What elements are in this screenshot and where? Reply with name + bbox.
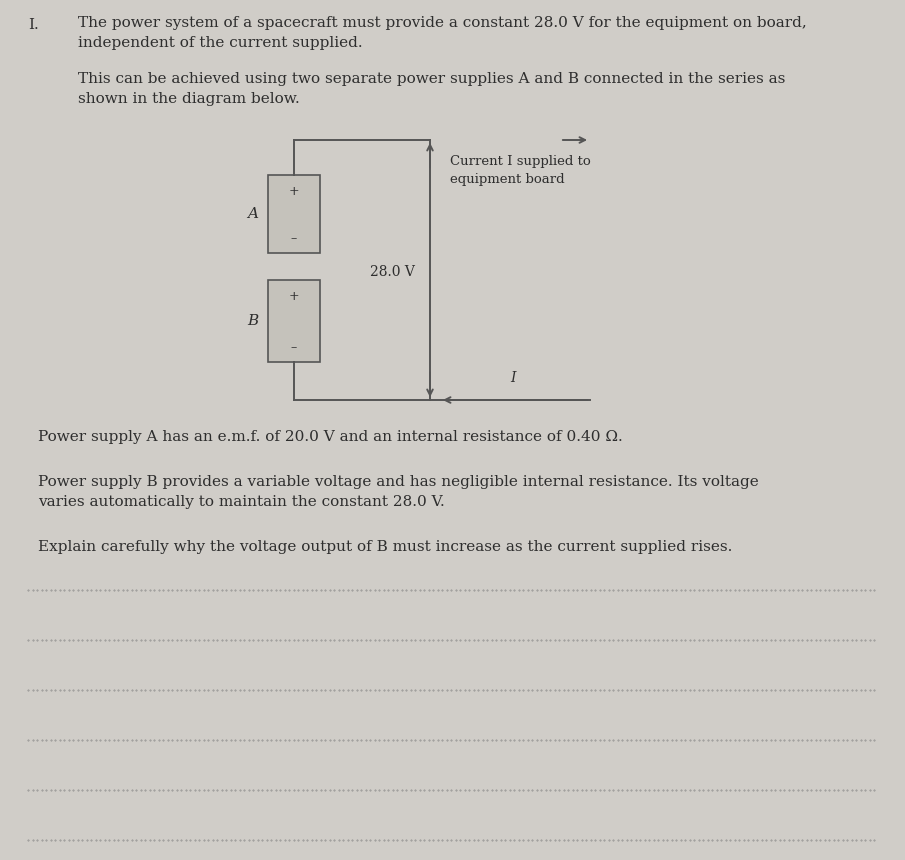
- Text: +: +: [289, 290, 300, 303]
- Text: I: I: [510, 371, 516, 385]
- Text: 28.0 V: 28.0 V: [370, 265, 414, 279]
- Text: This can be achieved using two separate power supplies A and B connected in the : This can be achieved using two separate …: [78, 72, 786, 86]
- Text: B: B: [247, 314, 258, 328]
- Bar: [268, 280, 320, 362]
- Text: +: +: [289, 185, 300, 198]
- Bar: [268, 175, 320, 253]
- Text: The power system of a spacecraft must provide a constant 28.0 V for the equipmen: The power system of a spacecraft must pr…: [78, 16, 806, 30]
- Text: –: –: [291, 232, 297, 245]
- Text: Power supply A has an e.m.f. of 20.0 V and an internal resistance of 0.40 Ω.: Power supply A has an e.m.f. of 20.0 V a…: [38, 430, 623, 444]
- Text: I.: I.: [28, 18, 39, 32]
- Text: Explain carefully why the voltage output of B must increase as the current suppl: Explain carefully why the voltage output…: [38, 540, 732, 554]
- Text: Power supply B provides a variable voltage and has negligible internal resistanc: Power supply B provides a variable volta…: [38, 475, 758, 489]
- Text: Current I supplied to
equipment board: Current I supplied to equipment board: [450, 155, 591, 186]
- Text: varies automatically to maintain the constant 28.0 V.: varies automatically to maintain the con…: [38, 495, 444, 509]
- Text: independent of the current supplied.: independent of the current supplied.: [78, 36, 363, 50]
- Text: shown in the diagram below.: shown in the diagram below.: [78, 92, 300, 106]
- Text: –: –: [291, 341, 297, 354]
- Text: A: A: [247, 207, 258, 221]
